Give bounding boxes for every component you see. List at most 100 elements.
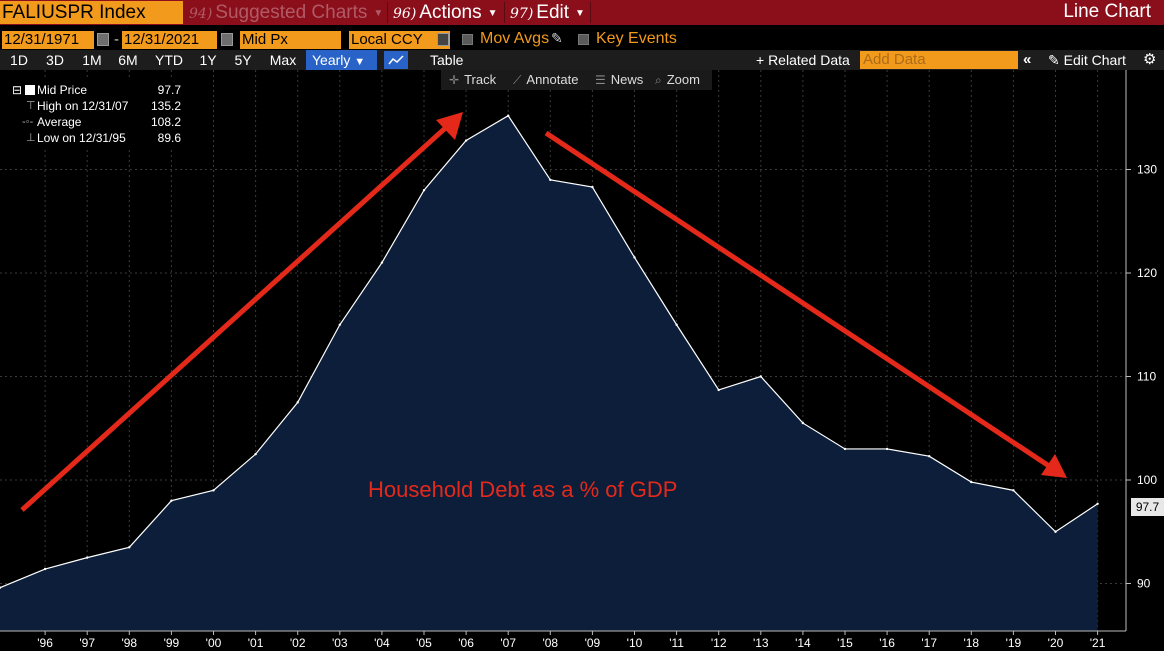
data-point	[0, 586, 2, 589]
x-tick-label: '10	[627, 636, 643, 650]
data-point	[1054, 530, 1057, 533]
timeframe-1d[interactable]: 1D	[10, 52, 28, 68]
data-point	[633, 256, 636, 259]
mid-price-value: 97.7	[157, 83, 181, 97]
legend-average: -◦- Average 108.2	[5, 114, 187, 130]
y-tick-label: 130	[1137, 163, 1157, 177]
period-select[interactable]: Yearly ▼	[306, 50, 377, 70]
timeframe-6m[interactable]: 6M	[118, 52, 138, 68]
x-tick-label: '04	[374, 636, 390, 650]
low-label: Low on 12/31/95	[37, 131, 126, 145]
edit-chart-label: Edit Chart	[1063, 52, 1126, 68]
data-point	[675, 323, 678, 326]
chart-options-bar: 12/31/1971 - 12/31/2021 Mid Px Local CCY…	[0, 29, 1164, 50]
average-value: 108.2	[150, 115, 181, 129]
currency-select[interactable]: Local CCY	[349, 31, 450, 49]
x-tick-label: '07	[500, 636, 516, 650]
data-point	[43, 567, 47, 571]
data-point	[591, 185, 594, 189]
timeframe-1y[interactable]: 1Y	[199, 52, 217, 68]
suggested-charts-number: 94)	[189, 6, 213, 22]
x-tick-label: '03	[332, 636, 348, 650]
field-select[interactable]: Mid Px	[240, 31, 341, 49]
mov-avgs-label: Mov Avgs	[480, 30, 550, 47]
timeframe-ytd[interactable]: YTD	[155, 52, 183, 68]
mov-avgs-checkbox[interactable]	[462, 34, 473, 45]
x-tick-label: '09	[585, 636, 601, 650]
timeframe-bar: 1D 3D 1M 6M YTD 1Y 5Y Max Yearly ▼ Table…	[0, 50, 1164, 70]
actions-menu[interactable]: 96) Actions ▼	[393, 0, 498, 25]
collapse-icon[interactable]: «	[1023, 51, 1032, 68]
calendar-icon[interactable]	[97, 33, 109, 46]
news-icon: ☰	[595, 73, 606, 87]
timeframe-max[interactable]: Max	[269, 52, 297, 68]
y-tick-label: 120	[1137, 266, 1157, 280]
suggested-charts-menu[interactable]: 94) Suggested Charts ▼	[189, 0, 383, 25]
end-date-field[interactable]: 12/31/2021	[122, 31, 217, 49]
x-tick-label: '16	[879, 636, 895, 650]
timeframe-5y[interactable]: 5Y	[234, 52, 252, 68]
data-point	[380, 261, 384, 264]
legend-high: ⊤ High on 12/31/07 135.2	[5, 98, 187, 114]
actions-number: 96)	[393, 6, 417, 22]
legend-mid-price[interactable]: ⊟ Mid Price 97.7	[5, 82, 187, 98]
x-tick-label: '21	[1090, 636, 1106, 650]
ticker-input[interactable]: FALIUSPR Index	[0, 1, 183, 24]
x-tick-label: '01	[248, 636, 264, 650]
x-tick-label: '96	[37, 636, 53, 650]
timeframe-1m[interactable]: 1M	[82, 52, 102, 68]
y-tick-label: 110	[1137, 370, 1156, 384]
divider	[504, 2, 505, 23]
data-points	[0, 114, 1099, 589]
track-tool[interactable]: ✛ Track	[449, 70, 496, 90]
dropdown-icon[interactable]	[437, 33, 449, 46]
pencil-icon[interactable]: ✎	[551, 30, 563, 46]
up-arrow-head	[436, 112, 463, 140]
key-events-checkbox[interactable]	[578, 34, 589, 45]
edit-number: 97)	[510, 6, 534, 22]
average-label: Average	[37, 115, 82, 129]
data-point	[212, 489, 215, 492]
x-tick-label: '00	[206, 636, 222, 650]
x-tick-label: '12	[711, 636, 727, 650]
divider	[590, 2, 591, 23]
table-button[interactable]: Table	[430, 52, 464, 68]
data-point	[422, 189, 426, 192]
edit-chart-button[interactable]: ✎ Edit Chart	[1048, 50, 1126, 70]
data-point	[1096, 502, 1099, 506]
x-tick-label: '19	[1006, 636, 1022, 650]
annotate-tool[interactable]: ⟋ Annotate	[513, 70, 578, 90]
line-chart-button[interactable]	[384, 51, 408, 69]
data-point	[759, 375, 762, 378]
suggested-charts-label: Suggested Charts	[215, 2, 368, 23]
zoom-icon: ⌕	[655, 73, 662, 87]
up-trend-arrow	[20, 120, 454, 512]
data-point	[928, 454, 931, 458]
data-point	[86, 556, 89, 559]
start-date-field[interactable]: 12/31/1971	[2, 31, 94, 49]
related-data-button[interactable]: + Related Data	[756, 52, 850, 68]
series-color-swatch	[25, 85, 35, 95]
down-trend-arrow	[544, 130, 1057, 473]
title-bar: FALIUSPR Index 94) Suggested Charts ▼ 96) A…	[0, 0, 1164, 25]
x-tick-label: '15	[837, 636, 853, 650]
low-marker-icon: ⊥	[26, 132, 36, 144]
edit-menu[interactable]: 97) Edit ▼	[510, 0, 585, 25]
caret-down-icon: ▼	[487, 8, 498, 19]
data-point	[1012, 489, 1015, 492]
data-point	[549, 178, 552, 182]
divider	[387, 2, 388, 23]
annotate-icon: ⟋	[513, 73, 522, 87]
data-point	[296, 401, 299, 404]
timeframe-3d[interactable]: 3D	[46, 52, 64, 68]
calendar-icon[interactable]	[221, 33, 233, 46]
news-tool[interactable]: ☰ News	[595, 70, 643, 90]
zoom-tool[interactable]: ⌕ Zoom	[655, 70, 700, 90]
actions-label: Actions	[419, 2, 482, 23]
key-events-label: Key Events	[596, 30, 677, 47]
add-data-input[interactable]: Add Data	[860, 51, 1018, 69]
y-tick-label: 100	[1137, 473, 1157, 487]
gear-icon[interactable]: ⚙	[1143, 51, 1157, 68]
data-point	[717, 388, 720, 392]
